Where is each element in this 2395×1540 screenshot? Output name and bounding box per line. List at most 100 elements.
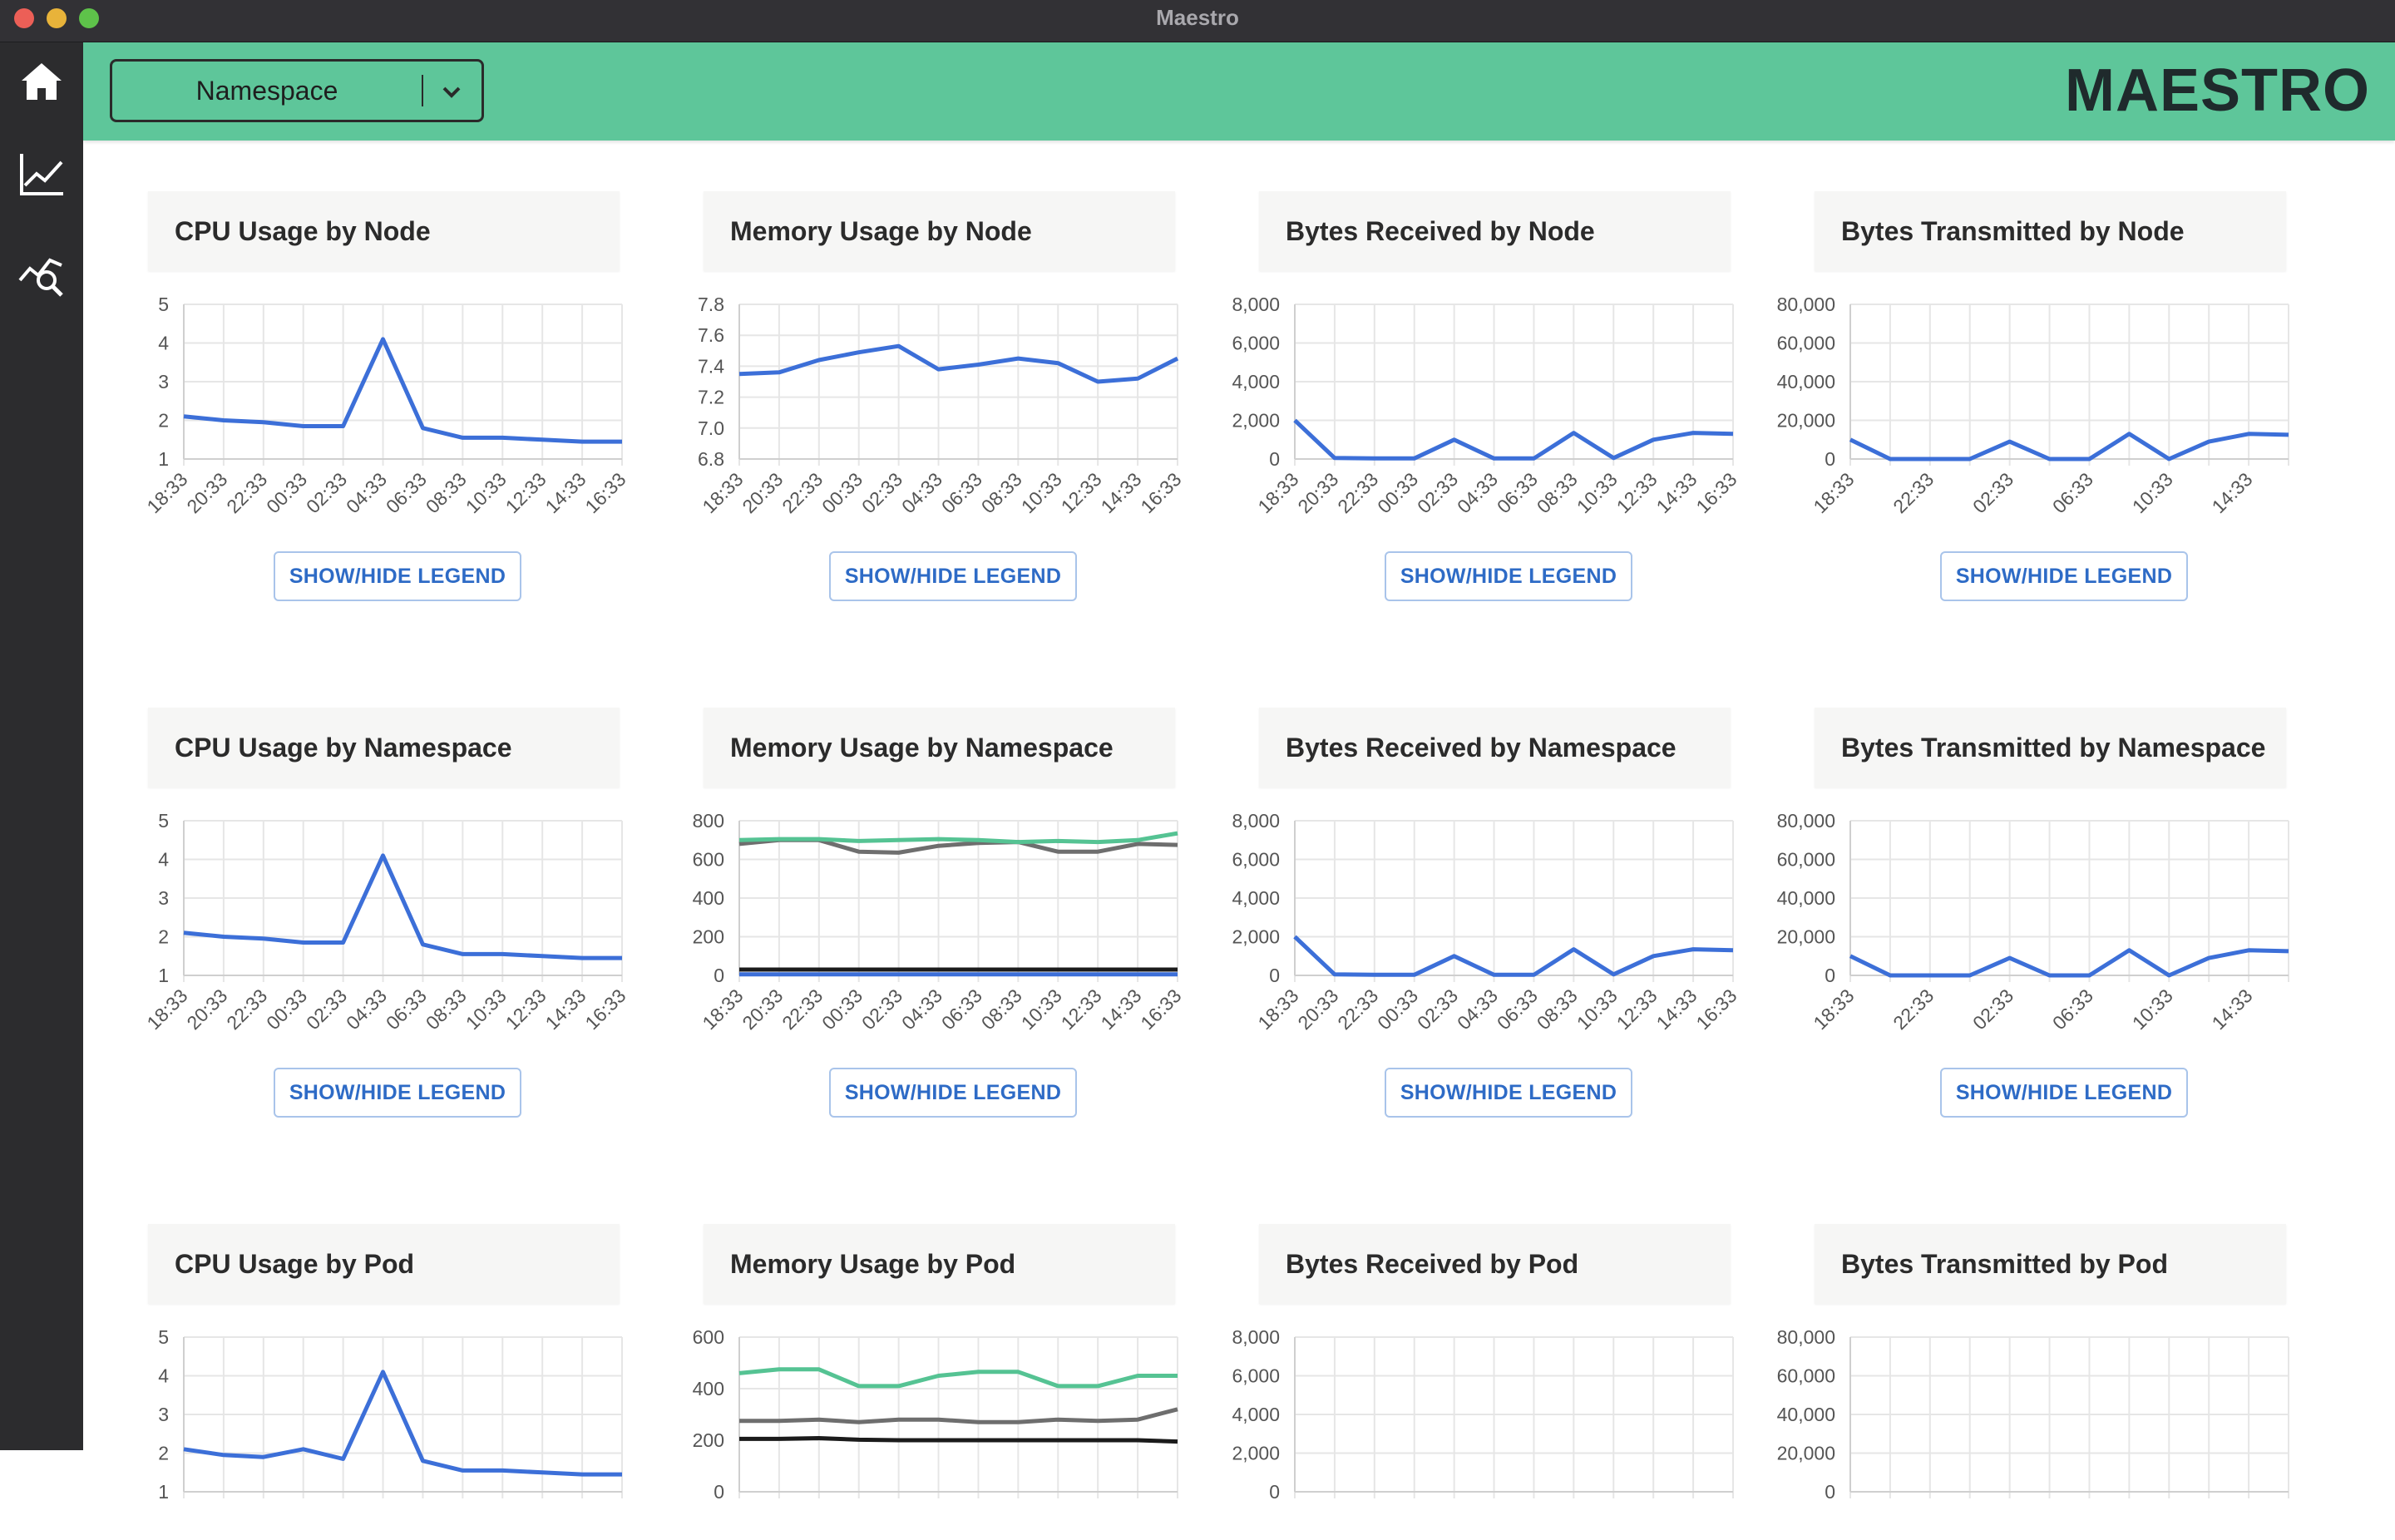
x-tick-label: 08:33 (422, 468, 471, 517)
x-tick-label: 02:33 (857, 985, 906, 1034)
series-line-0 (1293, 935, 1734, 977)
x-tick-label: 16:33 (580, 468, 630, 517)
x-tick-label: 14:33 (1652, 985, 1701, 1034)
x-tick-label: 08:33 (977, 468, 1026, 517)
x-tick-label: 14:33 (1097, 468, 1146, 517)
chevron-down-icon[interactable] (435, 76, 468, 109)
y-tick-label: 40,000 (1777, 887, 1835, 909)
sidebar-item-metrics[interactable] (15, 147, 68, 200)
y-tick-label: 1 (158, 1481, 169, 1503)
y-tick-label: 1 (158, 448, 169, 470)
y-tick-label: 2 (158, 410, 169, 432)
y-tick-label: 80,000 (1777, 810, 1835, 832)
x-tick-label: 06:33 (937, 985, 986, 1034)
x-tick-label: 06:33 (2048, 468, 2097, 517)
y-tick-label: 0 (1269, 448, 1280, 470)
y-tick-label: 7.8 (698, 294, 724, 315)
x-tick-label: 10:33 (2128, 468, 2177, 517)
series-line-0 (738, 343, 1179, 384)
y-tick-label: 20,000 (1777, 1443, 1835, 1464)
x-tick-label: 00:33 (817, 985, 867, 1034)
home-icon (22, 63, 62, 100)
sidebar (0, 42, 83, 1450)
y-tick-label: 40,000 (1777, 1404, 1835, 1425)
x-tick-label: 08:33 (1533, 468, 1582, 517)
x-tick-label: 00:33 (262, 985, 311, 1034)
y-tick-label: 0 (1269, 1481, 1280, 1503)
namespace-select-label: Namespace (195, 76, 338, 106)
y-tick-label: 3 (158, 371, 169, 392)
x-tick-label: 06:33 (382, 985, 431, 1034)
y-tick-label: 4 (158, 849, 169, 871)
x-tick-label: 14:33 (2208, 468, 2257, 517)
y-tick-label: 8,000 (1232, 1326, 1280, 1348)
sidebar-item-home[interactable] (15, 55, 68, 108)
x-tick-label: 12:33 (501, 985, 551, 1034)
namespace-select[interactable]: Namespace (110, 59, 484, 122)
cpu-usage-by-pod-chart: 1 2 3 4 5 (158, 1326, 623, 1503)
y-tick-label: 3 (158, 887, 169, 909)
memory-usage-by-namespace-show-hide-legend-button[interactable]: SHOW/HIDE LEGEND (829, 1068, 1077, 1118)
memory-usage-by-pod-chart: 0 200 400 600 (693, 1326, 1178, 1503)
bytes-transmitted-by-node-show-hide-legend-button[interactable]: SHOW/HIDE LEGEND (1940, 551, 2188, 601)
y-tick-label: 0 (1825, 1481, 1835, 1503)
x-tick-label: 22:33 (1333, 468, 1382, 517)
x-tick-label: 22:33 (1333, 985, 1382, 1034)
x-tick-label: 00:33 (1373, 468, 1422, 517)
x-tick-label: 00:33 (262, 468, 311, 517)
x-tick-label: 06:33 (1493, 468, 1542, 517)
series-line-1 (738, 831, 1178, 845)
x-tick-label: 18:33 (698, 468, 747, 517)
cpu-usage-by-namespace-show-hide-legend-button[interactable]: SHOW/HIDE LEGEND (274, 1068, 521, 1118)
x-tick-label: 20:33 (182, 468, 231, 517)
x-tick-label: 04:33 (1453, 468, 1502, 517)
cpu-usage-by-node-show-hide-legend-button[interactable]: SHOW/HIDE LEGEND (274, 551, 521, 601)
bytes-received-by-namespace-show-hide-legend-button[interactable]: SHOW/HIDE LEGEND (1385, 1068, 1632, 1118)
y-tick-label: 400 (693, 887, 724, 909)
y-tick-label: 4,000 (1232, 1404, 1280, 1425)
memory-usage-by-namespace-title: Memory Usage by Namespace (704, 708, 1175, 787)
memory-usage-by-node-show-hide-legend-button[interactable]: SHOW/HIDE LEGEND (829, 551, 1077, 601)
x-tick-label: 06:33 (1493, 985, 1542, 1034)
x-tick-label: 16:33 (1136, 468, 1185, 517)
zoom-window-button[interactable] (79, 8, 99, 28)
sidebar-item-analysis[interactable] (15, 247, 68, 300)
x-tick-label: 22:33 (778, 985, 827, 1034)
y-tick-label: 600 (693, 849, 724, 871)
bytes-received-by-pod-title: Bytes Received by Pod (1259, 1224, 1731, 1304)
y-tick-label: 6,000 (1232, 1365, 1280, 1387)
cpu-usage-by-pod-title: CPU Usage by Pod (148, 1224, 620, 1304)
y-tick-label: 4,000 (1232, 887, 1280, 909)
x-tick-label: 02:33 (1968, 985, 2017, 1034)
y-tick-label: 4,000 (1232, 371, 1280, 392)
bytes-transmitted-by-node-chart: 0 20,000 40,000 60,000 80,000 18:33 22:33 02:33… (1777, 294, 2289, 517)
window-title: Maestro (1156, 5, 1239, 30)
close-window-button[interactable] (14, 8, 34, 28)
bytes-transmitted-by-namespace-show-hide-legend-button[interactable]: SHOW/HIDE LEGEND (1940, 1068, 2188, 1118)
bytes-received-by-node-show-hide-legend-button[interactable]: SHOW/HIDE LEGEND (1385, 551, 1632, 601)
x-tick-label: 14:33 (2208, 985, 2257, 1034)
y-tick-label: 7.4 (698, 355, 724, 377)
x-tick-label: 04:33 (897, 985, 946, 1034)
series-line-0 (1849, 948, 2289, 978)
bytes-received-by-node-chart: 0 2,000 4,000 6,000 8,000 18:3320:3322:3300:3… (1232, 294, 1741, 517)
x-tick-label: 16:33 (580, 985, 630, 1034)
cpu-usage-by-namespace-chart: 1 2 3 4 5 18:3320:3322:3300:3302:3304:3306:33… (142, 810, 630, 1034)
x-tick-label: 10:33 (1573, 985, 1622, 1034)
y-tick-label: 60,000 (1777, 1365, 1835, 1387)
bytes-received-by-namespace-title: Bytes Received by Namespace (1259, 708, 1731, 787)
y-tick-label: 0 (1269, 965, 1280, 986)
y-tick-label: 0 (1825, 965, 1835, 986)
header-bar: Namespace MAESTRO (83, 42, 2395, 141)
memory-usage-by-node-chart: 6.8 7.0 7.2 7.4 7.6 7.8 18:3320:3322:3300:3302… (698, 294, 1186, 517)
x-tick-label: 16:33 (1691, 985, 1741, 1034)
x-tick-label: 20:33 (1293, 468, 1342, 517)
minimize-window-button[interactable] (47, 8, 67, 28)
x-tick-label: 06:33 (382, 468, 431, 517)
x-tick-label: 20:33 (738, 468, 787, 517)
x-tick-label: 20:33 (738, 985, 787, 1034)
bytes-received-by-namespace-chart: 0 2,000 4,000 6,000 8,000 18:3320:3322:3300:3… (1232, 810, 1741, 1034)
bytes-transmitted-by-node-title: Bytes Transmitted by Node (1815, 191, 2286, 271)
x-tick-label: 18:33 (1253, 468, 1302, 517)
x-tick-label: 02:33 (302, 468, 351, 517)
